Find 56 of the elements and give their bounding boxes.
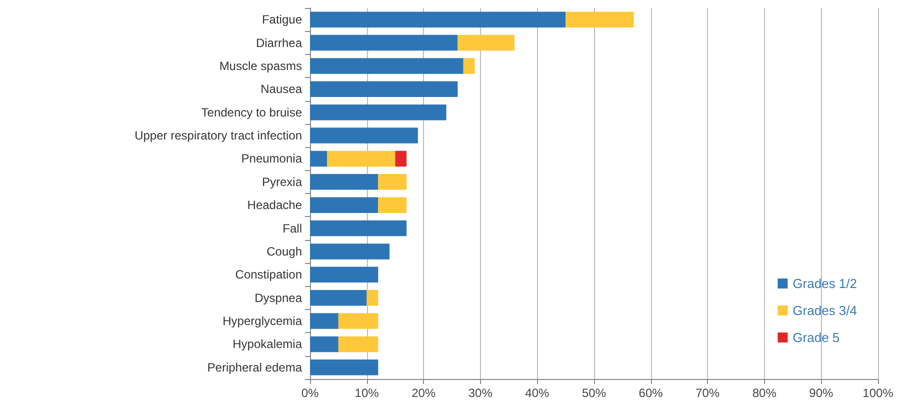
bar [310, 197, 378, 213]
bar [310, 104, 446, 120]
x-tick-label: 80% [752, 386, 777, 400]
x-tick-label: 40% [525, 386, 550, 400]
x-tick-label: 0% [301, 386, 319, 400]
legend-label: Grades 1/2 [792, 276, 858, 291]
bar [310, 150, 328, 167]
y-tick-label: Fall [282, 221, 302, 236]
bar [378, 174, 407, 190]
y-tick-label: Nausea [260, 82, 302, 96]
legend-label: Grade 5 [792, 330, 840, 345]
legend-label: Grades 3/4 [792, 303, 858, 318]
y-tick-label: Fatigue [262, 12, 302, 27]
y-tick-label: Muscle spasms [219, 58, 302, 73]
y-tick-label: Hypokalemia [232, 337, 302, 352]
bar [310, 220, 407, 236]
x-tick-label: 10% [354, 386, 380, 400]
bar [378, 197, 407, 213]
y-tick-label: Tendency to bruise [201, 105, 302, 120]
x-tick-label: 20% [412, 386, 436, 400]
y-tick-label: Dyspnea [254, 290, 302, 305]
x-tick-label: 30% [468, 386, 493, 400]
bar [327, 150, 396, 167]
bar [310, 313, 338, 329]
bar [310, 128, 418, 144]
x-tick-label: 50% [582, 386, 606, 400]
bar [310, 58, 464, 74]
bar [395, 150, 407, 167]
bar [310, 244, 390, 260]
bar [310, 360, 378, 376]
bar [310, 266, 378, 283]
bar [566, 12, 634, 28]
bar [310, 12, 566, 28]
y-tick-label: Headache [247, 198, 302, 212]
x-tick-label: 70% [696, 386, 720, 400]
x-tick-label: 90% [809, 386, 834, 400]
bar [458, 34, 514, 51]
y-tick-label: Pneumonia [241, 152, 302, 166]
bar [310, 336, 338, 352]
y-tick-label: Diarrhea [256, 36, 302, 50]
bar [338, 313, 378, 329]
y-tick-label: Pyrexia [262, 174, 302, 189]
bar [310, 34, 458, 51]
y-tick-label: Upper respiratory tract infection [134, 128, 302, 143]
bar [366, 290, 378, 306]
bar [463, 58, 475, 74]
y-tick-label: Constipation [235, 268, 302, 282]
bar [338, 336, 378, 352]
x-tick-label: 100% [862, 386, 894, 400]
y-tick-label: Hyperglycemia [222, 314, 302, 328]
bar [310, 290, 367, 306]
bar [310, 81, 458, 98]
bar [310, 174, 378, 190]
x-tick-label: 60% [638, 386, 664, 400]
y-tick-label: Peripheral edema [207, 360, 302, 374]
y-tick-label: Cough [266, 244, 302, 258]
